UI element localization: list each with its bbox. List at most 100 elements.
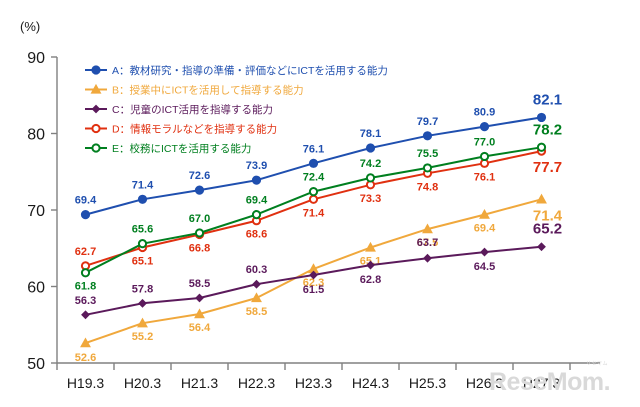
- data-label-A-0: 69.4: [75, 195, 97, 207]
- data-label-D-4: 71.4: [303, 207, 325, 219]
- data-label-D-2: 66.8: [189, 242, 210, 254]
- legend-label-C: C：児童のICT活用を指導する能力: [112, 103, 273, 116]
- data-label-E-4: 72.4: [303, 172, 325, 184]
- data-point-marker: [91, 104, 101, 114]
- data-point-marker: [537, 242, 546, 252]
- data-label-E-6: 75.5: [417, 148, 438, 160]
- data-label-D-3: 68.6: [246, 229, 267, 241]
- watermark-text: ReseMom.: [489, 368, 611, 396]
- data-label-A-2: 72.6: [189, 170, 210, 182]
- data-point-marker: [308, 187, 319, 197]
- chart-legend: A：教材研究・指導の準備・評価などにICTを活用する能力 B：授業中にICTを活用…: [85, 64, 388, 155]
- data-label-C-0: 56.3: [75, 295, 96, 307]
- data-point-marker: [479, 151, 490, 162]
- data-label-A-8: 82.1: [533, 91, 562, 108]
- data-label-A-6: 79.7: [417, 116, 438, 128]
- x-axis-category-label: H19.3: [67, 375, 105, 391]
- data-label-D-5: 73.3: [360, 193, 381, 205]
- data-label-B-3: 58.5: [246, 306, 267, 318]
- data-label-C-7: 64.5: [474, 261, 495, 273]
- data-point-marker: [91, 123, 101, 134]
- data-point-marker: [137, 239, 148, 249]
- data-point-marker: [422, 163, 433, 173]
- data-label-D-0: 62.7: [75, 246, 96, 258]
- data-label-B-7: 69.4: [474, 223, 496, 235]
- legend-label-A: A：教材研究・指導の準備・評価などにICTを活用する能力: [112, 64, 388, 77]
- legend-label-D: D：情報モラルなどを指導する能力: [112, 123, 277, 136]
- legend-label-E: E：校務にICTを活用する能力: [112, 142, 251, 155]
- data-point-marker: [81, 310, 90, 320]
- series-A: 69.4 71.4 72.6 73.9 76.1 78.1 79.7 80.9 82.1: [75, 91, 562, 220]
- data-label-D-7: 76.1: [474, 171, 495, 183]
- x-axis-category-label: H27.3: [523, 375, 561, 391]
- data-point-marker: [251, 209, 262, 220]
- x-axis-category-label: H25.3: [409, 375, 447, 391]
- data-point-marker: [309, 270, 318, 280]
- data-label-E-0: 61.8: [75, 281, 96, 293]
- data-point-marker: [251, 292, 262, 303]
- data-label-D-1: 65.1: [132, 255, 153, 267]
- data-label-A-4: 76.1: [303, 143, 324, 155]
- y-axis-tick-label: 70: [27, 203, 45, 220]
- data-label-E-8: 78.2: [533, 121, 562, 138]
- y-axis-unit-label: (%): [20, 19, 41, 34]
- data-label-D-8: 77.7: [533, 159, 562, 176]
- data-label-B-6: 67.5: [417, 237, 438, 249]
- series-C: 56.3 57.8 58.5 60.3 61.5 62.8 63.7 64.5 65.2: [75, 221, 562, 320]
- data-label-B-1: 55.2: [132, 331, 153, 343]
- data-point-marker: [423, 253, 432, 263]
- data-point-marker: [308, 194, 319, 204]
- data-label-E-3: 69.4: [246, 195, 268, 207]
- data-label-C-8: 65.2: [533, 221, 562, 238]
- data-point-marker: [366, 260, 375, 270]
- data-label-C-1: 57.8: [132, 283, 153, 295]
- x-axis-category-label: H26.3: [466, 375, 504, 391]
- data-point-marker: [365, 241, 376, 252]
- data-point-marker: [138, 298, 147, 308]
- legend-item-A[interactable]: A：教材研究・指導の準備・評価などにICTを活用する能力: [85, 64, 388, 77]
- data-point-marker: [194, 228, 205, 238]
- legend-item-D[interactable]: D：情報モラルなどを指導する能力: [85, 123, 277, 136]
- data-point-marker: [536, 142, 547, 152]
- data-label-C-6: 63.7: [417, 237, 438, 249]
- data-point-marker: [422, 223, 433, 234]
- y-axis-tick-label: 50: [27, 356, 45, 373]
- y-axis-tick-label: 90: [27, 50, 45, 67]
- x-axis-category-label: H23.3: [295, 375, 333, 391]
- legend-item-C[interactable]: C：児童のICT活用を指導する能力: [85, 103, 273, 116]
- data-label-A-5: 78.1: [360, 128, 381, 140]
- data-label-E-2: 67.0: [189, 213, 210, 225]
- data-point-marker: [137, 194, 148, 204]
- data-point-marker: [365, 143, 376, 153]
- data-label-D-6: 74.8: [417, 181, 438, 193]
- data-label-C-3: 60.3: [246, 264, 267, 276]
- data-label-A-7: 80.9: [474, 107, 495, 119]
- data-label-E-5: 74.2: [360, 158, 381, 170]
- x-axis-category-label: H20.3: [124, 375, 162, 391]
- x-axis-category-label: H21.3: [181, 375, 219, 391]
- data-point-marker: [91, 65, 101, 75]
- data-point-marker: [308, 158, 319, 168]
- data-point-marker: [194, 185, 205, 195]
- data-point-marker: [80, 209, 91, 220]
- data-point-marker: [251, 175, 262, 185]
- data-label-A-3: 73.9: [246, 160, 267, 172]
- data-point-marker: [536, 112, 547, 123]
- y-axis-tick-label: 60: [27, 280, 45, 297]
- data-label-C-5: 62.8: [360, 274, 381, 286]
- data-point-marker: [137, 317, 148, 328]
- legend-label-B: B：授業中にICTを活用して指導する能力: [112, 84, 304, 97]
- data-point-marker: [252, 279, 261, 289]
- data-point-marker: [479, 122, 490, 132]
- data-label-B-8: 71.4: [533, 207, 563, 224]
- data-point-marker: [365, 173, 376, 183]
- series-E: 61.8 65.6 67.0 69.4 72.4 74.2 75.5 77.0 78.2: [75, 121, 562, 292]
- data-label-E-1: 65.6: [132, 224, 153, 236]
- series-B: 52.6 55.2 56.4 58.5 62.3 65.1 67.5 69.4 71.4: [75, 193, 563, 364]
- data-label-A-1: 71.4: [132, 179, 154, 191]
- legend-item-B[interactable]: B：授業中にICTを活用して指導する能力: [85, 84, 304, 97]
- data-label-B-4: 62.3: [303, 277, 324, 289]
- legend-item-E[interactable]: E：校務にICTを活用する能力: [85, 142, 251, 155]
- data-point-marker: [80, 337, 91, 348]
